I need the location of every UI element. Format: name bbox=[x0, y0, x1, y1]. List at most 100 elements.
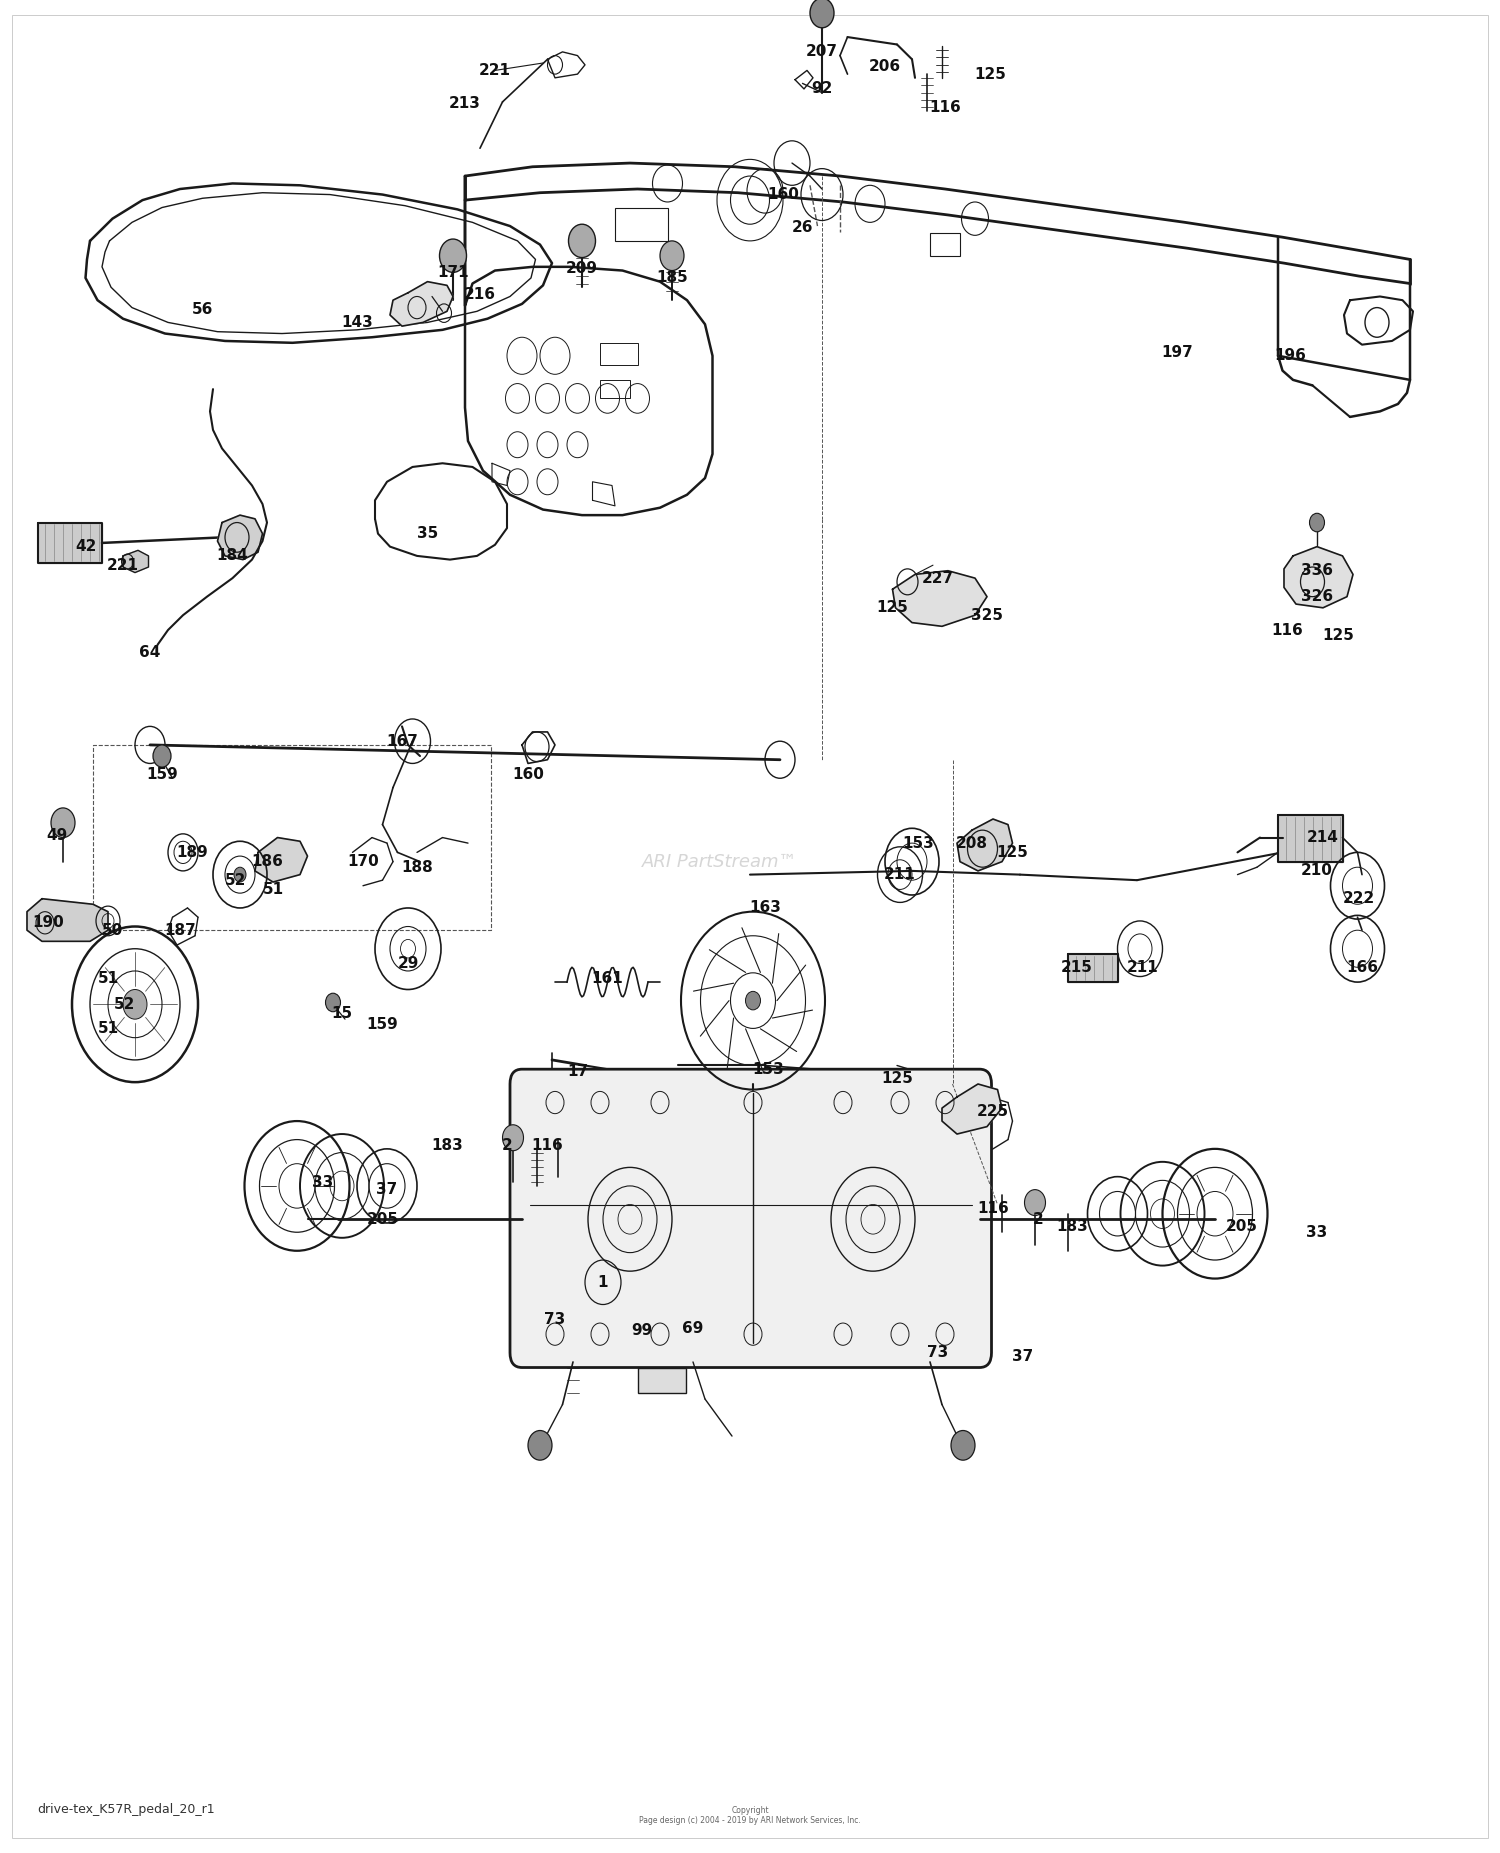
Text: 183: 183 bbox=[1056, 1219, 1089, 1234]
Circle shape bbox=[234, 867, 246, 882]
Circle shape bbox=[503, 1125, 524, 1151]
Text: 143: 143 bbox=[340, 315, 374, 330]
Text: 64: 64 bbox=[140, 645, 160, 660]
Polygon shape bbox=[38, 523, 102, 563]
Text: 116: 116 bbox=[531, 1138, 564, 1153]
Text: 33: 33 bbox=[312, 1175, 333, 1190]
Polygon shape bbox=[27, 899, 108, 941]
Bar bbox=[600, 343, 638, 365]
Text: 153: 153 bbox=[752, 1062, 784, 1077]
Text: 92: 92 bbox=[812, 82, 832, 96]
Text: 336: 336 bbox=[1300, 563, 1334, 578]
Circle shape bbox=[951, 1431, 975, 1460]
Circle shape bbox=[153, 745, 171, 767]
Text: 125: 125 bbox=[974, 67, 1006, 82]
Text: 69: 69 bbox=[682, 1321, 703, 1336]
Text: 37: 37 bbox=[1013, 1349, 1034, 1364]
Text: 153: 153 bbox=[902, 836, 934, 851]
Text: 160: 160 bbox=[512, 767, 544, 782]
Bar bbox=[638, 1368, 686, 1393]
Text: 116: 116 bbox=[976, 1201, 1010, 1216]
Text: 160: 160 bbox=[766, 187, 800, 202]
Polygon shape bbox=[1284, 547, 1353, 608]
Text: 51: 51 bbox=[262, 882, 284, 897]
Polygon shape bbox=[1278, 815, 1342, 862]
Bar bbox=[600, 380, 630, 398]
Text: 37: 37 bbox=[376, 1182, 398, 1197]
Text: 186: 186 bbox=[251, 854, 284, 869]
Polygon shape bbox=[942, 1084, 1002, 1134]
Text: 99: 99 bbox=[632, 1323, 652, 1338]
Text: 73: 73 bbox=[544, 1312, 566, 1327]
Text: 161: 161 bbox=[591, 971, 624, 986]
Text: 33: 33 bbox=[1306, 1225, 1328, 1240]
Text: 56: 56 bbox=[192, 302, 213, 317]
Text: 183: 183 bbox=[430, 1138, 464, 1153]
Text: 125: 125 bbox=[876, 600, 909, 615]
Text: 1: 1 bbox=[597, 1275, 609, 1290]
Text: 125: 125 bbox=[880, 1071, 914, 1086]
Bar bbox=[93, 745, 490, 930]
Text: 26: 26 bbox=[792, 221, 813, 235]
Text: 2: 2 bbox=[1032, 1212, 1044, 1227]
Text: 52: 52 bbox=[225, 873, 246, 888]
Text: 197: 197 bbox=[1161, 345, 1194, 359]
Polygon shape bbox=[255, 838, 308, 882]
Text: Copyright
Page design (c) 2004 - 2019 by ARI Network Services, Inc.: Copyright Page design (c) 2004 - 2019 by… bbox=[639, 1807, 861, 1825]
Text: 208: 208 bbox=[956, 836, 988, 851]
FancyBboxPatch shape bbox=[510, 1069, 992, 1368]
Text: 221: 221 bbox=[106, 558, 140, 573]
Text: 185: 185 bbox=[656, 271, 688, 285]
Circle shape bbox=[440, 239, 466, 272]
Text: drive-tex_K57R_pedal_20_r1: drive-tex_K57R_pedal_20_r1 bbox=[38, 1803, 214, 1816]
Text: 159: 159 bbox=[366, 1017, 399, 1032]
Text: 222: 222 bbox=[1342, 891, 1376, 906]
Text: 49: 49 bbox=[46, 828, 68, 843]
Text: 206: 206 bbox=[868, 59, 901, 74]
Circle shape bbox=[810, 0, 834, 28]
Text: 15: 15 bbox=[332, 1006, 352, 1021]
Text: 35: 35 bbox=[417, 526, 438, 541]
Text: 215: 215 bbox=[1060, 960, 1094, 975]
Circle shape bbox=[1310, 513, 1324, 532]
Text: 187: 187 bbox=[164, 923, 196, 938]
Text: 216: 216 bbox=[464, 287, 496, 302]
Circle shape bbox=[568, 224, 596, 258]
Text: 167: 167 bbox=[386, 734, 418, 749]
Text: 42: 42 bbox=[75, 539, 96, 554]
Text: 52: 52 bbox=[114, 997, 135, 1012]
Text: 196: 196 bbox=[1274, 348, 1306, 363]
Text: 159: 159 bbox=[146, 767, 178, 782]
Text: 221: 221 bbox=[478, 63, 512, 78]
Circle shape bbox=[660, 241, 684, 271]
Text: 184: 184 bbox=[216, 548, 249, 563]
Text: 225: 225 bbox=[976, 1104, 1010, 1119]
Circle shape bbox=[1024, 1190, 1045, 1216]
Text: 116: 116 bbox=[928, 100, 962, 115]
Text: 50: 50 bbox=[102, 923, 123, 938]
Text: 73: 73 bbox=[927, 1345, 948, 1360]
Text: 211: 211 bbox=[884, 867, 916, 882]
Polygon shape bbox=[1068, 954, 1118, 982]
Circle shape bbox=[326, 993, 340, 1012]
Text: 209: 209 bbox=[566, 261, 598, 276]
Polygon shape bbox=[892, 571, 987, 626]
Polygon shape bbox=[957, 819, 1012, 871]
Text: 170: 170 bbox=[346, 854, 380, 869]
Text: 227: 227 bbox=[921, 571, 954, 586]
Text: 205: 205 bbox=[366, 1212, 399, 1227]
Text: 188: 188 bbox=[400, 860, 433, 875]
Polygon shape bbox=[217, 515, 262, 560]
Text: 29: 29 bbox=[398, 956, 418, 971]
Bar bbox=[930, 233, 960, 256]
Circle shape bbox=[528, 1431, 552, 1460]
Text: 213: 213 bbox=[448, 96, 482, 111]
Text: 205: 205 bbox=[1226, 1219, 1258, 1234]
Circle shape bbox=[123, 990, 147, 1019]
Text: 125: 125 bbox=[1322, 628, 1354, 643]
Text: ARI PartStream™: ARI PartStream™ bbox=[642, 852, 798, 871]
Text: 211: 211 bbox=[1126, 960, 1160, 975]
Text: 51: 51 bbox=[98, 971, 118, 986]
Polygon shape bbox=[390, 282, 453, 326]
Text: 51: 51 bbox=[98, 1021, 118, 1036]
